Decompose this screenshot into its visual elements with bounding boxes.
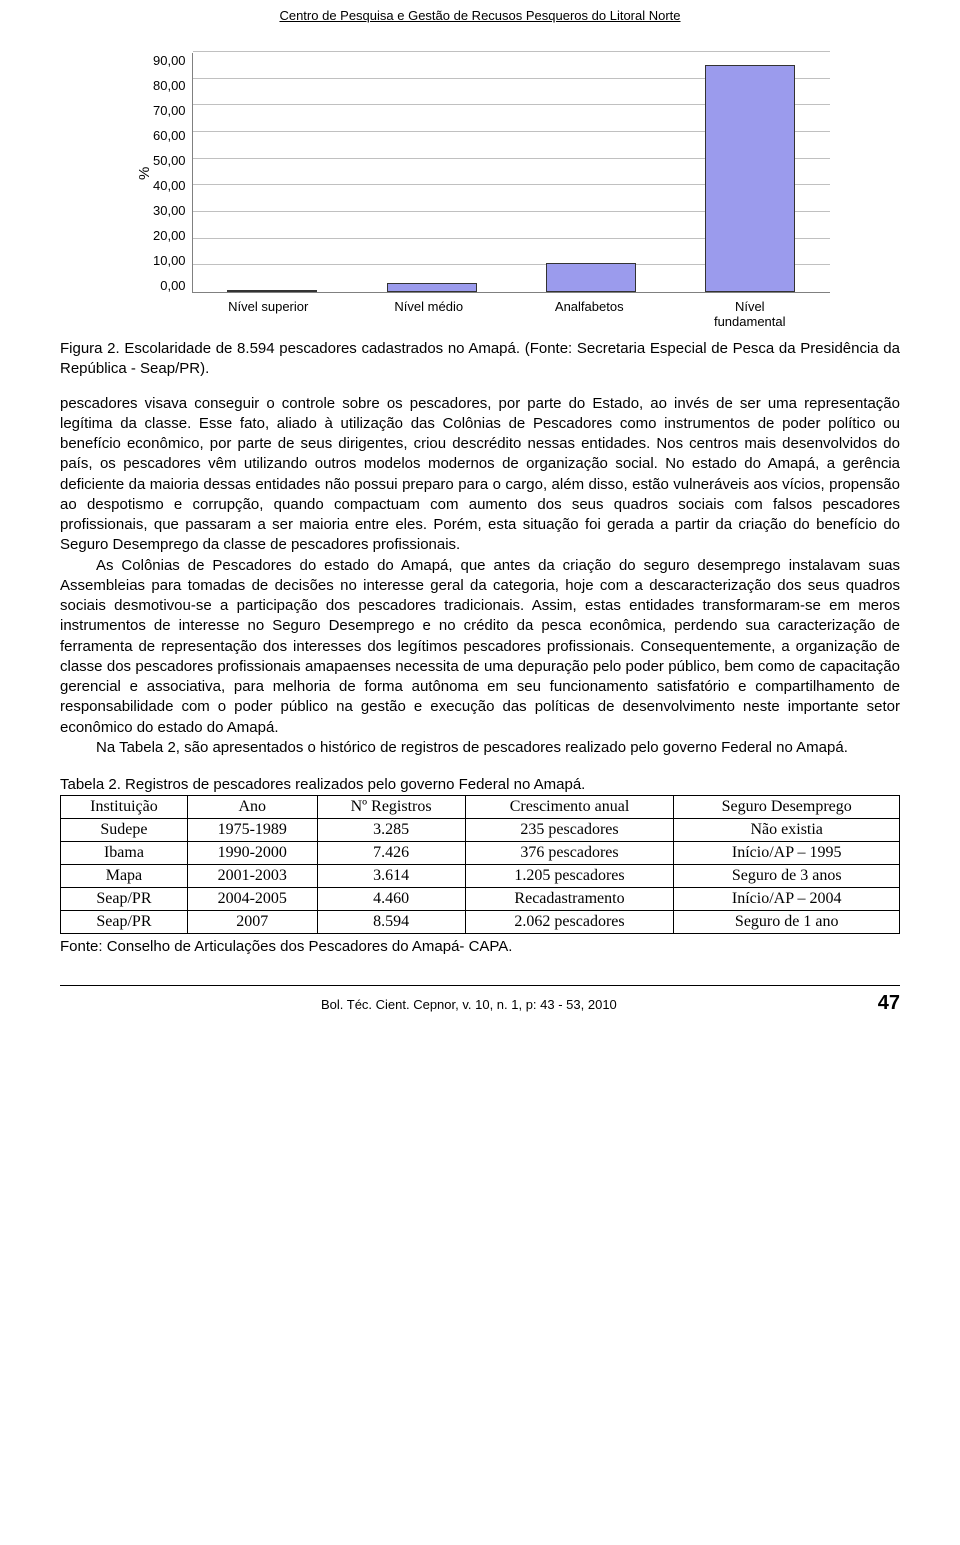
page-header: Centro de Pesquisa e Gestão de Recusos P… bbox=[60, 0, 900, 43]
x-tick-label: Nível médio bbox=[384, 299, 474, 329]
footer-citation: Bol. Téc. Cient. Cepnor, v. 10, n. 1, p:… bbox=[321, 997, 617, 1012]
table-cell: 376 pescadores bbox=[465, 842, 674, 865]
table-cell: Seap/PR bbox=[61, 888, 188, 911]
table-cell: Início/AP – 2004 bbox=[674, 888, 900, 911]
y-tick: 10,00 bbox=[153, 253, 186, 268]
table-row: Seap/PR20078.5942.062 pescadoresSeguro d… bbox=[61, 911, 900, 934]
table-row: Sudepe1975-19893.285235 pescadoresNão ex… bbox=[61, 819, 900, 842]
y-axis-label: % bbox=[130, 53, 153, 293]
y-tick: 60,00 bbox=[153, 128, 186, 143]
table-cell: 8.594 bbox=[317, 911, 465, 934]
y-tick: 70,00 bbox=[153, 103, 186, 118]
gridline bbox=[193, 51, 830, 52]
table-cell: Seguro de 1 ano bbox=[674, 911, 900, 934]
table-row: Mapa2001-20033.6141.205 pescadoresSeguro… bbox=[61, 865, 900, 888]
page-footer: Bol. Téc. Cient. Cepnor, v. 10, n. 1, p:… bbox=[60, 985, 900, 1015]
table-header-cell: Crescimento anual bbox=[465, 796, 674, 819]
table-cell: 7.426 bbox=[317, 842, 465, 865]
table-header-cell: Seguro Desemprego bbox=[674, 796, 900, 819]
y-axis-ticks: 90,00 80,00 70,00 60,00 50,00 40,00 30,00 20,00… bbox=[153, 53, 192, 293]
body-text: pescadores visava conseguir o controle s… bbox=[60, 394, 900, 759]
table-cell: 3.285 bbox=[317, 819, 465, 842]
table-header-cell: Ano bbox=[187, 796, 317, 819]
x-tick-label: Nível fundamental bbox=[705, 299, 795, 329]
table-cell: 235 pescadores bbox=[465, 819, 674, 842]
table-cell: Sudepe bbox=[61, 819, 188, 842]
table-row: Seap/PR2004-20054.460RecadastramentoIníc… bbox=[61, 888, 900, 911]
y-tick: 0,00 bbox=[160, 278, 185, 293]
registros-table: InstituiçãoAnoNº RegistrosCrescimento an… bbox=[60, 795, 900, 934]
table-cell: 1990-2000 bbox=[187, 842, 317, 865]
table-cell: Não existia bbox=[674, 819, 900, 842]
table-cell: Recadastramento bbox=[465, 888, 674, 911]
bar bbox=[705, 65, 795, 292]
x-axis-labels: Nível superior Nível médio Analfabetos Níve… bbox=[188, 299, 830, 329]
bar bbox=[387, 283, 477, 292]
table-row: Ibama1990-20007.426376 pescadoresInício/… bbox=[61, 842, 900, 865]
table-cell: 4.460 bbox=[317, 888, 465, 911]
y-tick: 30,00 bbox=[153, 203, 186, 218]
table-header-cell: Instituição bbox=[61, 796, 188, 819]
table-cell: 2001-2003 bbox=[187, 865, 317, 888]
table-cell: 1975-1989 bbox=[187, 819, 317, 842]
table-header-cell: Nº Registros bbox=[317, 796, 465, 819]
bar bbox=[546, 263, 636, 292]
table-cell: Mapa bbox=[61, 865, 188, 888]
table-cell: Ibama bbox=[61, 842, 188, 865]
body-paragraph: pescadores visava conseguir o controle s… bbox=[60, 394, 900, 556]
table-cell: 2004-2005 bbox=[187, 888, 317, 911]
table-cell: 1.205 pescadores bbox=[465, 865, 674, 888]
table-cell: Seap/PR bbox=[61, 911, 188, 934]
body-paragraph: As Colônias de Pescadores do estado do A… bbox=[60, 556, 900, 738]
figure-caption: Figura 2. Escolaridade de 8.594 pescador… bbox=[60, 339, 900, 380]
body-paragraph: Na Tabela 2, são apresentados o históric… bbox=[60, 738, 900, 758]
x-tick-label: Analfabetos bbox=[544, 299, 634, 329]
y-tick: 20,00 bbox=[153, 228, 186, 243]
y-tick: 90,00 bbox=[153, 53, 186, 68]
page-number: 47 bbox=[878, 992, 900, 1015]
bar bbox=[227, 290, 317, 292]
escolaridade-chart: % 90,00 80,00 70,00 60,00 50,00 40,00 30,00 20,… bbox=[130, 53, 830, 329]
table-title: Tabela 2. Registros de pescadores realiz… bbox=[60, 776, 900, 793]
y-tick: 40,00 bbox=[153, 178, 186, 193]
table-cell: Início/AP – 1995 bbox=[674, 842, 900, 865]
y-tick: 50,00 bbox=[153, 153, 186, 168]
table-source: Fonte: Conselho de Articulações dos Pesc… bbox=[60, 938, 900, 955]
y-tick: 80,00 bbox=[153, 78, 186, 93]
table-cell: 3.614 bbox=[317, 865, 465, 888]
table-cell: 2.062 pescadores bbox=[465, 911, 674, 934]
x-tick-label: Nível superior bbox=[223, 299, 313, 329]
table-cell: Seguro de 3 anos bbox=[674, 865, 900, 888]
table-cell: 2007 bbox=[187, 911, 317, 934]
chart-plot bbox=[192, 53, 830, 293]
